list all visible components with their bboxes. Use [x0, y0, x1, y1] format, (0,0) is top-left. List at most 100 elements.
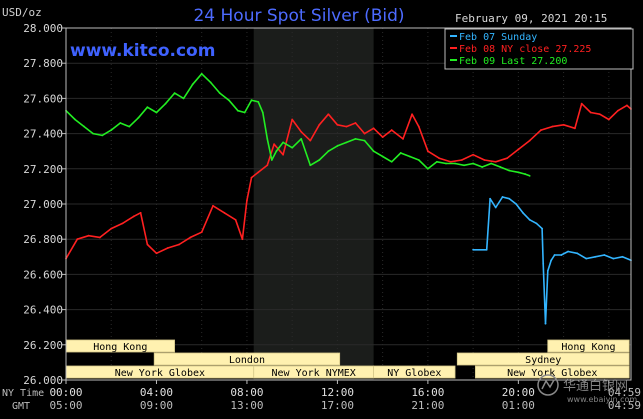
session-bar [547, 339, 630, 353]
data-point [110, 129, 113, 131]
data-point [250, 99, 253, 102]
session-bar [456, 352, 630, 366]
data-point [250, 176, 253, 179]
data-point [567, 250, 570, 253]
data-point [562, 123, 565, 126]
x-tick-label: 01:00 [502, 399, 535, 412]
data-point [300, 130, 303, 133]
data-point [607, 118, 610, 121]
data-point [200, 72, 203, 75]
data-point [257, 101, 260, 103]
session-label: New York Globex [507, 368, 597, 379]
data-point [164, 102, 167, 105]
data-point [234, 218, 237, 221]
session-label: London [229, 355, 265, 366]
data-point [381, 155, 384, 158]
data-point [266, 164, 269, 167]
x-tick-label: 16:00 [411, 386, 444, 399]
data-point [585, 257, 588, 260]
data-point [553, 254, 556, 256]
data-point [494, 206, 497, 209]
data-point [146, 243, 149, 246]
data-point [243, 111, 246, 114]
data-point [282, 141, 285, 144]
data-point [212, 204, 214, 207]
session-label: Hong Kong [561, 342, 615, 353]
data-point [182, 97, 185, 100]
y-tick-label: 26.000 [23, 374, 63, 387]
data-point [399, 152, 402, 154]
data-point [481, 166, 484, 168]
data-point [291, 146, 294, 149]
legend-box [444, 28, 634, 70]
data-point [354, 122, 357, 124]
data-point [546, 269, 549, 272]
data-point [517, 171, 520, 174]
data-point [616, 109, 619, 112]
x-tick-label-end: 04:59 [608, 386, 641, 399]
data-point [589, 111, 592, 114]
legend-label-feb09: Feb 09 Last 27.200 [459, 56, 567, 67]
data-point [574, 127, 576, 130]
data-point [372, 150, 375, 153]
series-line-2 [65, 102, 632, 260]
y-tick-label: 26.400 [23, 304, 63, 317]
y-axis-ticks: 26.000 26.200 26.400 26.600 26.800 27.000 27.2… [23, 22, 66, 387]
data-point [426, 167, 429, 170]
watermark-cn: 华通白银网 [563, 378, 628, 394]
data-point [402, 137, 404, 140]
data-point [318, 123, 321, 126]
data-point [270, 159, 273, 161]
data-point [345, 141, 348, 144]
y-tick-label: 27.800 [23, 57, 63, 70]
x-tick-label-end: 04:59 [608, 399, 641, 412]
data-point [485, 248, 488, 251]
data-point [83, 125, 85, 128]
data-point [508, 169, 511, 172]
site-link[interactable]: www.kitco.com [70, 41, 215, 61]
data-point [178, 243, 180, 246]
data-point [110, 227, 113, 230]
data-point [528, 218, 531, 221]
y-tick-label: 27.600 [23, 92, 63, 105]
y-tick-label: 26.600 [23, 268, 63, 281]
data-point [241, 238, 244, 241]
price-series [65, 72, 632, 325]
data-point [132, 215, 135, 218]
x-tick-label: 21:00 [411, 399, 444, 412]
data-point [318, 159, 321, 161]
data-point [354, 137, 357, 140]
data-point [381, 136, 384, 139]
data-point [463, 164, 465, 167]
data-point [524, 173, 527, 175]
y-axis-unit: USD/oz [2, 6, 42, 19]
data-point [472, 153, 475, 156]
data-point [517, 148, 520, 151]
data-point [580, 102, 583, 105]
data-point [173, 92, 176, 95]
session-bar [153, 352, 341, 366]
data-point [411, 113, 413, 116]
data-point [275, 150, 278, 153]
data-point [528, 174, 531, 177]
session-label: NY Globex [387, 368, 441, 379]
chart-datetime: February 09, 2021 20:15 [455, 12, 607, 25]
data-point [155, 111, 158, 114]
legend-label-feb07: Feb 07 Sunday [459, 32, 537, 43]
data-point [336, 145, 339, 147]
data-point [528, 139, 531, 142]
data-point [515, 203, 518, 205]
gmt-label: GMT [12, 401, 30, 412]
data-point [408, 155, 411, 158]
x-tick-label: 17:00 [321, 399, 354, 412]
data-point [576, 252, 579, 255]
x-tick-label: 09:00 [140, 399, 173, 412]
data-point [454, 162, 456, 165]
session-bar [474, 365, 630, 379]
data-point [541, 227, 544, 230]
data-point [87, 234, 90, 237]
data-point [460, 159, 463, 161]
data-point [336, 123, 339, 126]
data-point [223, 211, 226, 214]
ny-time-label: NY Time [2, 388, 44, 399]
